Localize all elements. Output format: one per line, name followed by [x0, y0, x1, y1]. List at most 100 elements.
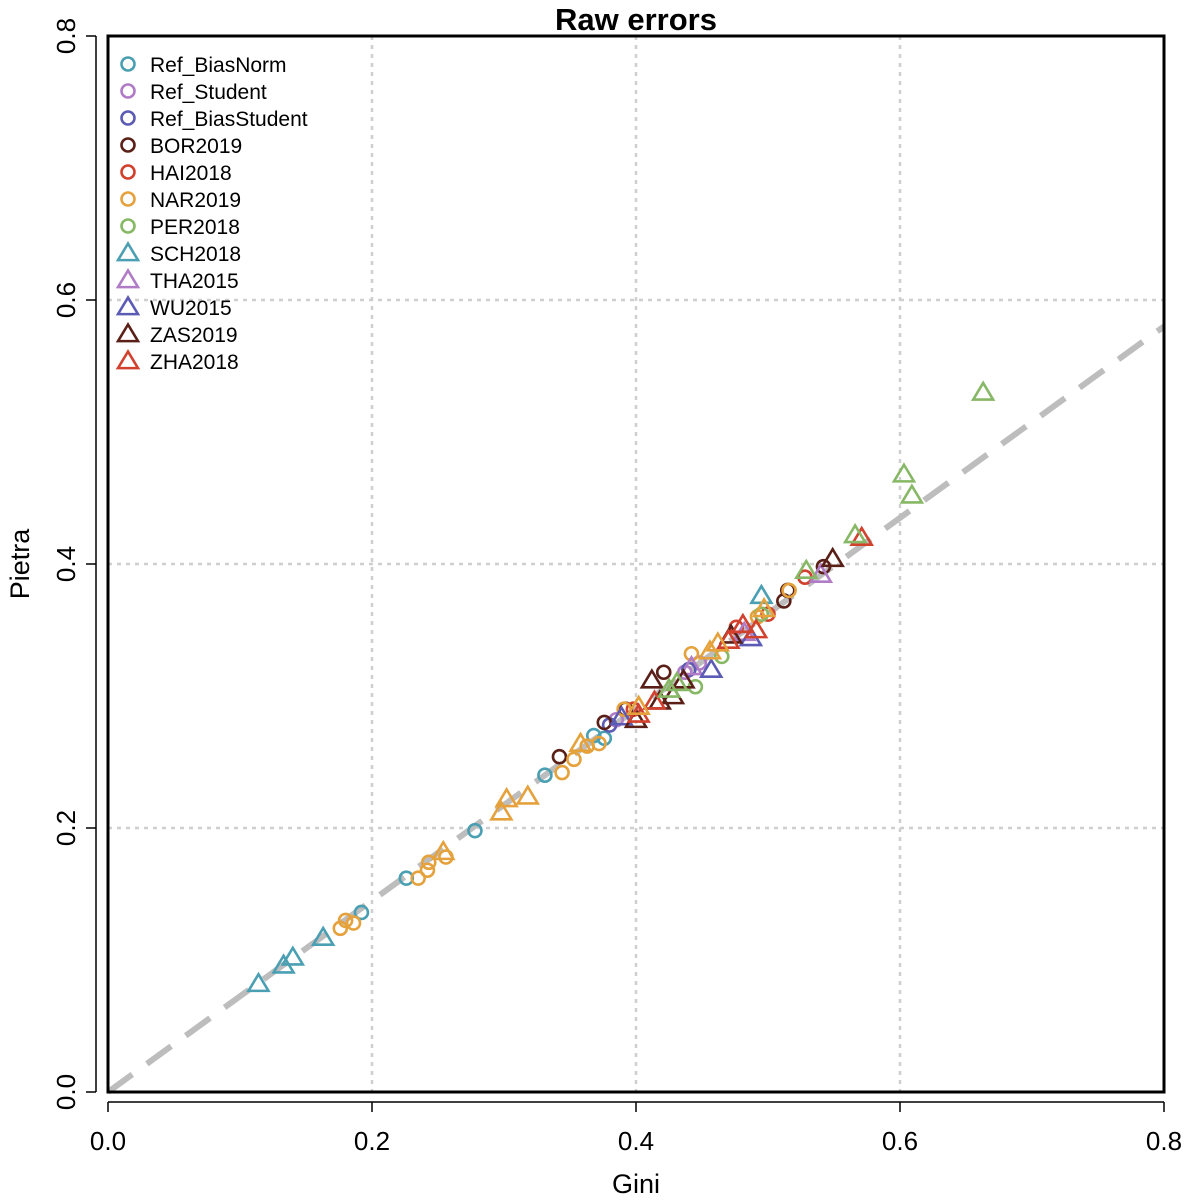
legend-marker [120, 83, 136, 99]
legend-marker [115, 348, 141, 370]
data-point [705, 631, 731, 652]
data-point [842, 522, 868, 544]
data-point [431, 839, 456, 861]
legend-marker [120, 56, 136, 72]
data-point [655, 664, 672, 681]
data-point [591, 735, 607, 752]
legend-label: Ref_BiasStudent [150, 108, 308, 131]
data-point [494, 786, 519, 808]
data-point [899, 483, 925, 504]
legend-item: SCH2018 [115, 240, 241, 266]
legend-label: Ref_BiasNorm [150, 54, 287, 77]
legend-item: PER2018 [120, 216, 240, 239]
data-point [467, 822, 483, 839]
legend-item: ZHA2018 [115, 348, 239, 374]
data-point [716, 628, 741, 649]
data-point [337, 912, 354, 929]
legend-label: PER2018 [150, 216, 240, 239]
data-point [970, 380, 996, 401]
legend-marker [115, 321, 141, 343]
legend-item: THA2015 [115, 267, 239, 293]
plot-frame [106, 34, 1166, 1094]
legend-item: BOR2019 [120, 135, 242, 158]
legend-label: ZAS2019 [150, 324, 238, 347]
legend-item: Ref_BiasStudent [120, 108, 308, 131]
legend-marker [115, 240, 141, 262]
legend-item: NAR2019 [120, 189, 241, 212]
legend-item: Ref_Student [120, 81, 267, 104]
data-point [420, 854, 437, 871]
data-point [419, 862, 436, 879]
legend-label: NAR2019 [150, 189, 241, 212]
data-point [820, 546, 845, 568]
data-point [639, 668, 665, 689]
data-point [683, 645, 700, 662]
x-tick-label: 0.8 [1146, 1126, 1182, 1156]
data-point [626, 694, 651, 715]
x-axis-title: Gini [612, 1169, 660, 1199]
legend-item: WU2015 [115, 294, 232, 320]
y-tick-label: 0.8 [51, 18, 81, 54]
data-point [891, 462, 917, 483]
y-tick-label: 0.0 [51, 1074, 81, 1110]
legend-item: ZAS2019 [115, 321, 238, 347]
legend-marker [115, 267, 141, 289]
data-point [246, 971, 271, 993]
data-point [596, 714, 613, 731]
data-point [794, 558, 819, 580]
data-point [551, 748, 568, 765]
x-axis: 0.0 0.2 0.4 0.6 0.8 [90, 1101, 1182, 1156]
legend-item: Ref_BiasNorm [120, 54, 287, 77]
legend-label: Ref_Student [150, 81, 267, 104]
y-axis-title: Pietra [5, 528, 35, 600]
legend-label: ZHA2018 [150, 351, 239, 374]
x-tick-label: 0.2 [354, 1126, 390, 1156]
data-point [743, 617, 769, 639]
data-point [751, 596, 777, 618]
x-tick-label: 0.4 [618, 1126, 654, 1156]
data-point [609, 705, 634, 726]
data-point [664, 670, 690, 692]
data-point [489, 800, 514, 821]
legend-label: THA2015 [150, 270, 239, 293]
data-points [246, 380, 996, 993]
chart-title: Raw errors [555, 2, 717, 37]
data-point [410, 870, 427, 886]
legend-label: HAI2018 [150, 162, 232, 185]
legend-label: BOR2019 [150, 135, 242, 158]
data-point [554, 764, 570, 781]
y-tick-label: 0.2 [51, 810, 81, 846]
data-point [698, 657, 724, 679]
y-axis: 0.0 0.2 0.4 0.6 0.8 [51, 18, 97, 1110]
legend: Ref_BiasNorm Ref_Student Ref_BiasStudent BO… [115, 54, 308, 374]
legend-marker [120, 191, 136, 207]
x-tick-label: 0.0 [90, 1126, 126, 1156]
data-point [656, 677, 682, 698]
y-tick-label: 0.4 [51, 546, 81, 582]
data-point [515, 784, 541, 805]
x-tick-label: 0.6 [882, 1126, 918, 1156]
legend-marker [120, 164, 136, 180]
legend-item: HAI2018 [120, 162, 232, 185]
data-point [849, 525, 874, 547]
data-point [671, 668, 696, 689]
data-point [566, 751, 582, 768]
legend-label: WU2015 [150, 297, 232, 320]
y-tick-label: 0.6 [51, 282, 81, 318]
data-point [730, 612, 756, 634]
legend-marker [120, 137, 136, 153]
data-point [679, 654, 704, 676]
data-point [310, 925, 336, 946]
data-point [642, 689, 667, 710]
legend-marker [120, 110, 136, 126]
data-point [345, 915, 362, 931]
legend-marker [120, 218, 136, 234]
data-point [568, 731, 593, 752]
data-point [537, 767, 553, 784]
legend-marker [115, 294, 141, 316]
legend-label: SCH2018 [150, 243, 241, 266]
data-point [280, 945, 306, 966]
data-point [808, 562, 834, 583]
